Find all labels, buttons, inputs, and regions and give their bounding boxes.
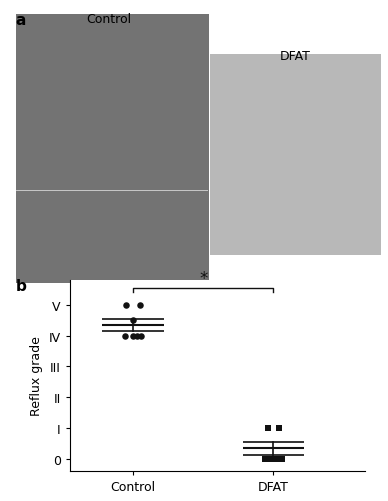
Point — [273, 454, 279, 462]
Point — [123, 301, 129, 309]
Point — [130, 332, 136, 340]
Point — [139, 332, 145, 340]
Text: DFAT: DFAT — [279, 50, 310, 63]
Point — [130, 317, 136, 325]
Text: a: a — [16, 13, 26, 28]
Y-axis label: Reflux grade: Reflux grade — [30, 336, 43, 416]
Point — [134, 332, 140, 340]
Text: b: b — [16, 278, 26, 293]
Text: Control: Control — [86, 13, 131, 26]
Point — [262, 454, 268, 462]
Point — [279, 454, 285, 462]
Point — [265, 424, 271, 432]
Point — [268, 454, 274, 462]
Text: *: * — [199, 270, 208, 287]
Point — [137, 301, 143, 309]
Point — [121, 332, 128, 340]
Point — [276, 424, 282, 432]
